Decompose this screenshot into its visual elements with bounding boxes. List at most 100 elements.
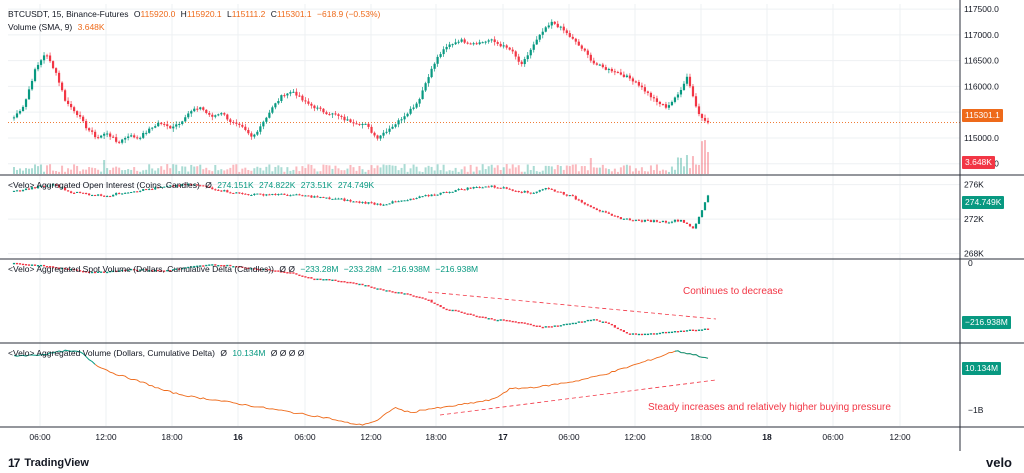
oi-candle	[232, 192, 235, 194]
oi-legend[interactable]: <Velo> Aggregated Open Interest (Coins, …	[8, 180, 374, 191]
oi-candle	[388, 203, 391, 205]
spot-candle	[619, 329, 622, 331]
spot-candle	[45, 266, 49, 268]
volume-bar	[544, 165, 547, 174]
volume-bar	[28, 168, 31, 174]
spot-candle	[85, 271, 88, 273]
spot-candle	[412, 295, 415, 297]
time-tick-label: 12:00	[95, 432, 117, 442]
oi-open: 274.151K	[217, 180, 254, 190]
price-candle	[637, 82, 641, 86]
spot-candle	[355, 282, 358, 285]
price-candle	[133, 135, 136, 138]
price-candle	[310, 103, 313, 106]
spot-candle	[382, 289, 385, 291]
volume-bar	[457, 171, 460, 174]
volume-bar	[707, 152, 709, 174]
spot-candle	[69, 268, 73, 271]
volume-bar	[382, 164, 385, 174]
volume-bar	[403, 164, 406, 174]
oi-candle	[529, 192, 532, 194]
volume-legend[interactable]: Volume (SMA, 9) 3.648K	[8, 22, 105, 33]
time-tick-label: 12:00	[624, 432, 646, 442]
price-candle	[478, 42, 481, 45]
oi-candle	[112, 194, 115, 197]
spot-candle	[112, 270, 115, 273]
oi-candle	[118, 193, 121, 195]
aggvol-legend[interactable]: <Velo> Aggregated Volume (Dollars, Cumul…	[8, 348, 304, 359]
spot-candle	[328, 279, 331, 281]
spot-candle	[238, 266, 241, 268]
oi-candle	[688, 223, 692, 227]
volume-bar	[673, 169, 676, 174]
spot-candle	[181, 267, 184, 270]
oi-candle	[133, 191, 136, 193]
oi-candle	[697, 216, 701, 224]
oi-candle	[619, 217, 622, 220]
spot-candle	[526, 323, 529, 325]
volume-bar	[130, 169, 133, 174]
price-candle	[88, 128, 91, 131]
price-candle	[454, 42, 457, 45]
price-candle	[436, 56, 439, 64]
price-candle	[532, 44, 535, 50]
spot-candle	[205, 264, 208, 267]
oi-candle	[364, 201, 367, 204]
price-candle	[220, 113, 223, 115]
oi-candle	[649, 220, 653, 222]
volume-bar	[274, 166, 277, 174]
spot-candle	[592, 319, 595, 321]
volume-bar	[154, 170, 157, 174]
spot-candle	[679, 330, 683, 333]
oi-candle	[625, 218, 628, 220]
oi-candle	[184, 184, 187, 186]
spot-legend[interactable]: <Velo> Aggregated Spot Volume (Dollars, …	[8, 264, 478, 275]
spot-candle	[610, 323, 613, 326]
volume-bar	[265, 166, 268, 174]
price-candle	[340, 115, 343, 117]
spot-candle	[499, 319, 502, 321]
price-candle	[18, 111, 22, 114]
symbol-legend[interactable]: BTCUSDT, 15, Binance-Futures O115920.0 H…	[8, 9, 380, 20]
price-candle	[580, 45, 583, 49]
price-candle	[51, 61, 55, 69]
oi-candle	[352, 201, 355, 203]
oi-candle	[81, 192, 85, 194]
tradingview-brand[interactable]: 17 TradingView	[8, 456, 89, 470]
spot-candle	[166, 270, 169, 272]
spot-candle	[280, 271, 283, 273]
volume-bar	[553, 169, 556, 174]
price-candle	[613, 71, 616, 73]
price-candle	[676, 94, 680, 98]
price-candle	[622, 74, 625, 77]
spot-close: −216.938M	[435, 264, 479, 274]
price-candle	[30, 80, 34, 90]
oi-candle	[244, 193, 247, 195]
price-candle	[24, 99, 28, 107]
price-candle	[151, 127, 154, 129]
spot-candle	[454, 309, 457, 312]
price-candle	[553, 21, 556, 24]
spot-candle	[325, 279, 328, 281]
price-candle	[445, 46, 448, 50]
oi-label: <Velo> Aggregated Open Interest (Coins, …	[8, 180, 200, 190]
volume-bar	[697, 164, 700, 174]
volume-bar	[634, 168, 637, 174]
oi-candle	[583, 202, 586, 205]
price-candle	[157, 122, 160, 127]
spot-candle	[577, 321, 580, 323]
spot-candle	[367, 285, 370, 287]
oi-candle	[457, 188, 460, 191]
oi-candle	[640, 220, 644, 222]
volume-bar	[316, 171, 319, 174]
price-candle	[541, 31, 544, 35]
volume-bar	[247, 170, 250, 174]
price-candle	[226, 114, 229, 120]
volume-bar	[598, 167, 601, 174]
price-candle	[592, 60, 595, 64]
volume-bar	[505, 164, 508, 174]
oi-candle	[60, 187, 64, 189]
price-candle	[319, 107, 322, 109]
